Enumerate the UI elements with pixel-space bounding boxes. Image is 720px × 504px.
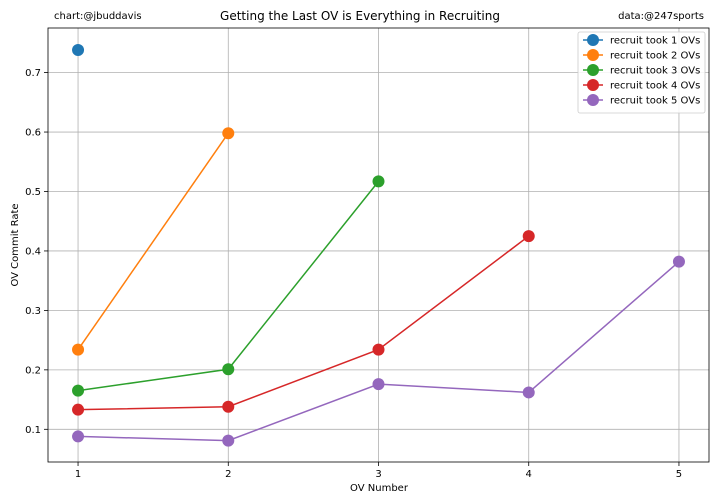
series-3 xyxy=(72,175,385,397)
legend-swatch-marker xyxy=(587,79,599,91)
legend-label: recruit took 3 OVs xyxy=(610,66,700,77)
series-4 xyxy=(72,230,535,416)
y-tick-label: 0.7 xyxy=(25,68,41,79)
data-point xyxy=(72,343,85,356)
data-point xyxy=(222,363,235,376)
legend-label: recruit took 5 OVs xyxy=(610,96,700,107)
data-point xyxy=(372,378,385,391)
series-lines xyxy=(72,43,685,447)
legend: recruit took 1 OVs recruit took 2 OVs recr… xyxy=(577,31,706,114)
chart-title: Getting the Last OV is Everything in Rec… xyxy=(220,9,500,23)
legend-label: recruit took 2 OVs xyxy=(610,51,700,62)
data-point xyxy=(222,127,235,140)
x-tick-label: 5 xyxy=(676,469,682,480)
legend-item: recruit took 2 OVs xyxy=(583,49,700,62)
legend-swatch-marker xyxy=(587,64,599,76)
data-point xyxy=(72,430,85,443)
y-tick-label: 0.1 xyxy=(25,425,41,436)
legend-swatch-marker xyxy=(587,49,599,61)
series-line xyxy=(78,235,530,411)
legend-label: recruit took 1 OVs xyxy=(610,36,700,47)
x-tick-label: 2 xyxy=(225,469,231,480)
legend-swatch-marker xyxy=(587,34,599,46)
data-point xyxy=(72,43,85,56)
data-point xyxy=(372,343,385,356)
series-5 xyxy=(72,255,685,447)
y-tick-label: 0.2 xyxy=(25,365,41,376)
legend-label: recruit took 4 OVs xyxy=(610,81,700,92)
data-point xyxy=(72,384,85,397)
x-axis-label: OV Number xyxy=(350,483,409,494)
data-point xyxy=(672,255,685,268)
legend-item: recruit took 5 OVs xyxy=(583,94,700,107)
y-tick-label: 0.4 xyxy=(25,246,41,257)
legend-swatch-marker xyxy=(587,94,599,106)
legend-item: recruit took 3 OVs xyxy=(583,64,700,77)
data-point xyxy=(372,175,385,188)
x-tick-label: 1 xyxy=(75,469,81,480)
legend-item: recruit took 4 OVs xyxy=(583,79,700,92)
series-line xyxy=(77,132,229,351)
y-axis-label: OV Commit Rate xyxy=(10,203,21,286)
data-point xyxy=(72,403,85,416)
data-point xyxy=(222,400,235,413)
x-tick-label: 3 xyxy=(375,469,381,480)
chart-credit: chart:@jbuddavis xyxy=(54,11,142,22)
x-tick-label: 4 xyxy=(526,469,532,480)
data-point xyxy=(522,230,535,243)
legend-item: recruit took 1 OVs xyxy=(583,34,700,47)
series-2 xyxy=(72,127,235,356)
data-point xyxy=(522,386,535,399)
data-point xyxy=(222,434,235,447)
y-tick-label: 0.5 xyxy=(25,187,41,198)
y-tick-label: 0.3 xyxy=(25,306,41,317)
axes: 1 2 3 4 5 0.1 0.2 0.3 0.4 0.5 0.6 0.7 xyxy=(25,68,682,480)
y-tick-label: 0.6 xyxy=(25,128,41,139)
data-credit: data:@247sports xyxy=(618,11,704,22)
series-1 xyxy=(72,43,85,56)
legend-box xyxy=(577,31,706,114)
